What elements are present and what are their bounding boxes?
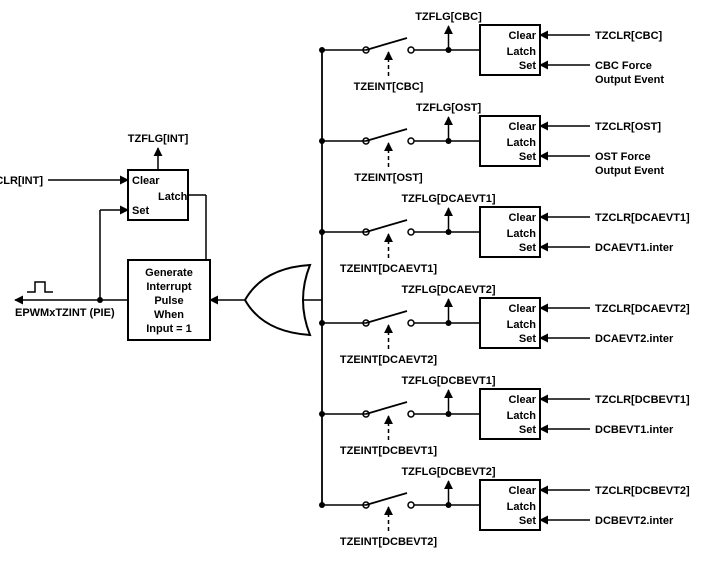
- svg-text:Output Event: Output Event: [595, 165, 664, 177]
- svg-text:Clear: Clear: [508, 212, 536, 224]
- svg-text:Set: Set: [519, 242, 536, 254]
- svg-text:TZFLG[OST]: TZFLG[OST]: [416, 102, 482, 114]
- svg-text:Clear: Clear: [508, 30, 536, 42]
- svg-text:DCAEVT1.inter: DCAEVT1.inter: [595, 242, 674, 254]
- svg-text:Latch: Latch: [507, 319, 537, 331]
- svg-text:Latch: Latch: [507, 46, 537, 58]
- svg-text:Set: Set: [519, 333, 536, 345]
- svg-text:TZCLR[DCAEVT1]: TZCLR[DCAEVT1]: [595, 212, 690, 224]
- svg-text:Latch: Latch: [507, 410, 537, 422]
- svg-text:Interrupt: Interrupt: [146, 281, 192, 293]
- svg-text:OST Force: OST Force: [595, 151, 651, 163]
- svg-text:Latch: Latch: [507, 501, 537, 513]
- svg-text:TZEINT[DCBEVT1]: TZEINT[DCBEVT1]: [340, 445, 438, 457]
- svg-text:TZFLG[DCAEVT1]: TZFLG[DCAEVT1]: [401, 193, 495, 205]
- svg-text:Latch: Latch: [158, 191, 188, 203]
- svg-text:TZEINT[CBC]: TZEINT[CBC]: [354, 81, 424, 93]
- svg-text:Clear: Clear: [508, 394, 536, 406]
- svg-text:Latch: Latch: [507, 137, 537, 149]
- svg-text:TZFLG[DCAEVT2]: TZFLG[DCAEVT2]: [401, 284, 495, 296]
- svg-text:CBC Force: CBC Force: [595, 60, 652, 72]
- svg-text:Generate: Generate: [145, 267, 193, 279]
- svg-text:DCAEVT2.inter: DCAEVT2.inter: [595, 333, 674, 345]
- svg-text:TZCLR[OST]: TZCLR[OST]: [595, 121, 661, 133]
- svg-text:TZCLR[INT]: TZCLR[INT]: [0, 175, 43, 187]
- svg-text:TZFLG[INT]: TZFLG[INT]: [128, 133, 189, 145]
- svg-text:When: When: [154, 309, 184, 321]
- svg-text:Latch: Latch: [507, 228, 537, 240]
- svg-text:Clear: Clear: [132, 175, 160, 187]
- svg-text:Set: Set: [519, 424, 536, 436]
- svg-text:Clear: Clear: [508, 303, 536, 315]
- svg-text:TZCLR[DCAEVT2]: TZCLR[DCAEVT2]: [595, 303, 690, 315]
- svg-text:TZFLG[DCBEVT1]: TZFLG[DCBEVT1]: [401, 375, 495, 387]
- svg-text:TZEINT[DCAEVT1]: TZEINT[DCAEVT1]: [340, 263, 438, 275]
- svg-text:Set: Set: [519, 515, 536, 527]
- svg-text:Set: Set: [519, 60, 536, 72]
- svg-text:TZCLR[DCBEVT1]: TZCLR[DCBEVT1]: [595, 394, 690, 406]
- svg-text:Clear: Clear: [508, 121, 536, 133]
- svg-text:EPWMxTZINT (PIE): EPWMxTZINT (PIE): [15, 307, 115, 319]
- svg-text:TZEINT[OST]: TZEINT[OST]: [354, 172, 423, 184]
- svg-text:DCBEVT2.inter: DCBEVT2.inter: [595, 515, 674, 527]
- svg-text:Input = 1: Input = 1: [146, 323, 192, 335]
- svg-text:TZEINT[DCBEVT2]: TZEINT[DCBEVT2]: [340, 536, 438, 548]
- svg-text:Clear: Clear: [508, 485, 536, 497]
- svg-text:TZCLR[CBC]: TZCLR[CBC]: [595, 30, 663, 42]
- svg-text:TZFLG[DCBEVT2]: TZFLG[DCBEVT2]: [401, 466, 495, 478]
- diagram-canvas: Clear Latch Set TZCLR[CBC] CBC Force Output E…: [0, 0, 712, 587]
- svg-text:Set: Set: [519, 151, 536, 163]
- svg-text:TZFLG[CBC]: TZFLG[CBC]: [415, 11, 482, 23]
- svg-text:TZCLR[DCBEVT2]: TZCLR[DCBEVT2]: [595, 485, 690, 497]
- svg-text:TZEINT[DCAEVT2]: TZEINT[DCAEVT2]: [340, 354, 438, 366]
- svg-text:Pulse: Pulse: [154, 295, 183, 307]
- svg-text:Output Event: Output Event: [595, 74, 664, 86]
- svg-text:Set: Set: [132, 205, 149, 217]
- svg-text:DCBEVT1.inter: DCBEVT1.inter: [595, 424, 674, 436]
